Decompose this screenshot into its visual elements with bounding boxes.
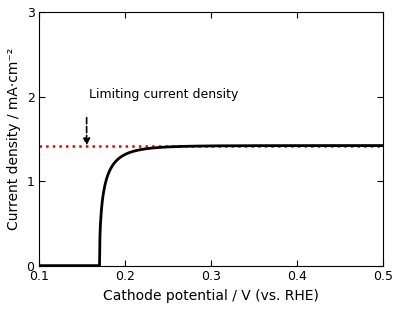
Y-axis label: Current density / mA·cm⁻²: Current density / mA·cm⁻² (7, 48, 21, 230)
Text: Limiting current density: Limiting current density (89, 88, 238, 101)
X-axis label: Cathode potential / V (vs. RHE): Cathode potential / V (vs. RHE) (103, 289, 319, 303)
